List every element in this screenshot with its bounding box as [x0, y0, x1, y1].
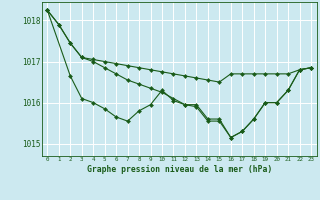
X-axis label: Graphe pression niveau de la mer (hPa): Graphe pression niveau de la mer (hPa)	[87, 165, 272, 174]
